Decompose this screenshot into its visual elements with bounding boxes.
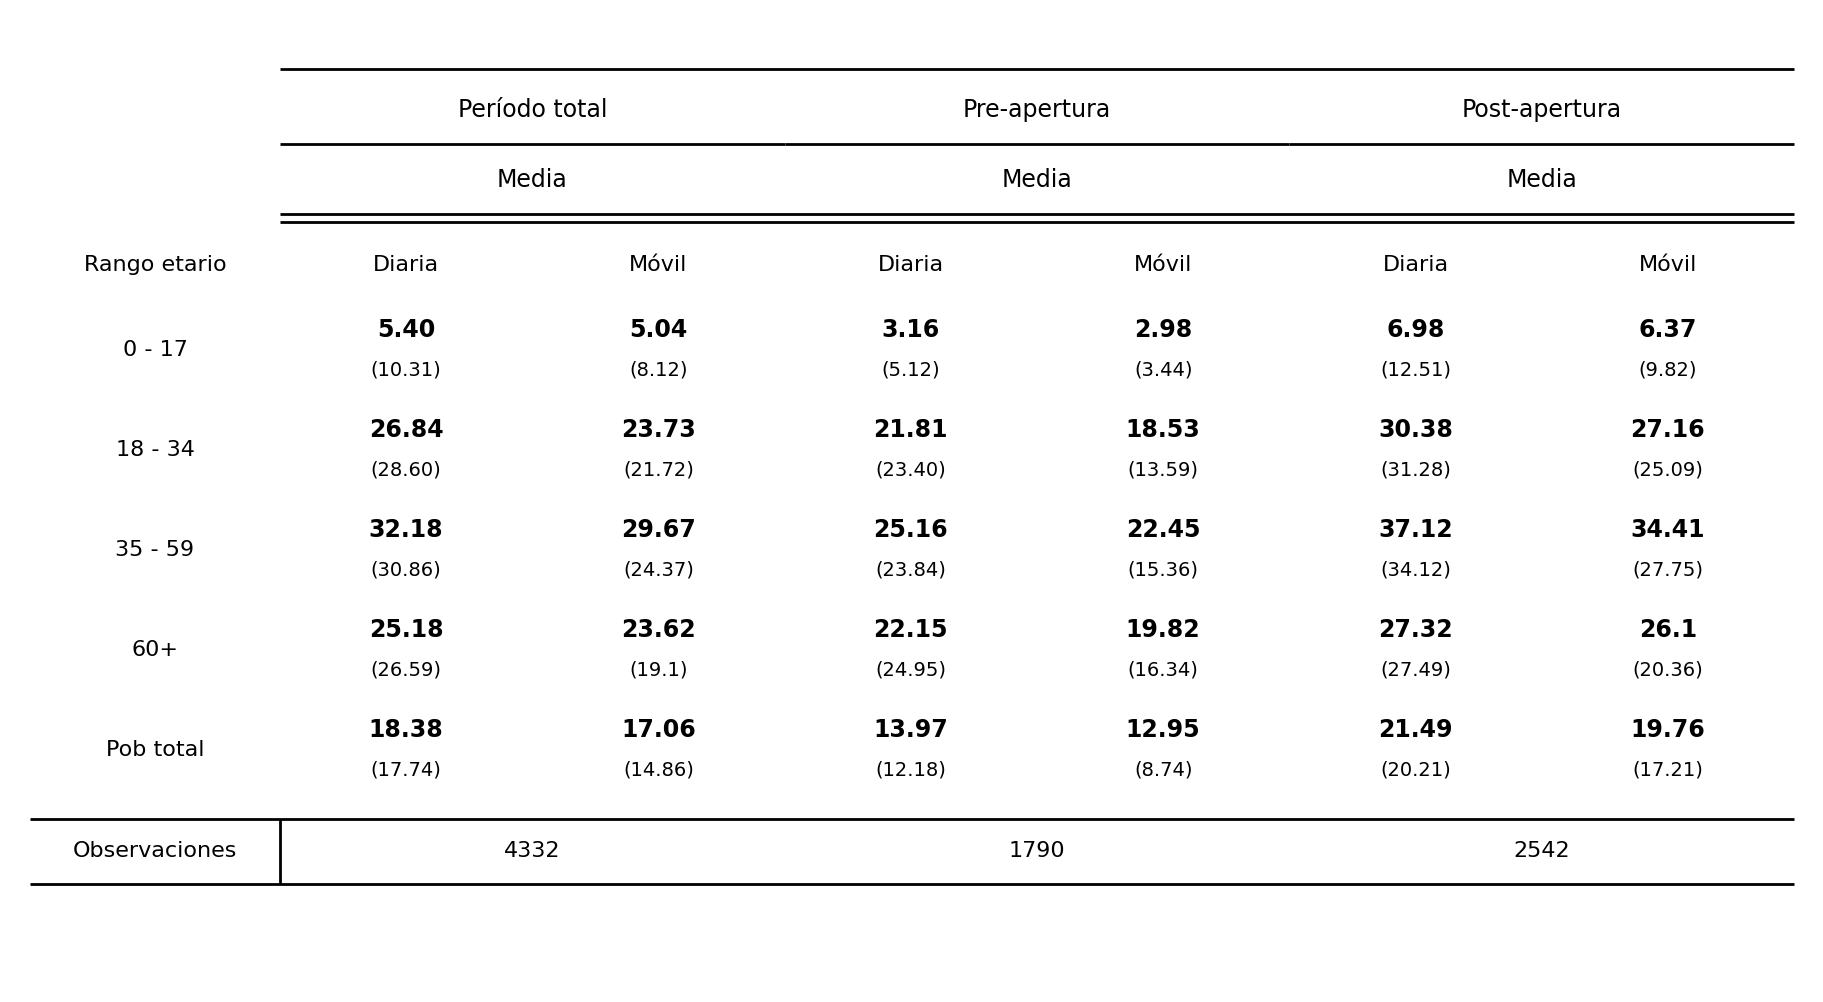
Text: 19.82: 19.82 bbox=[1125, 617, 1200, 641]
Text: Móvil: Móvil bbox=[629, 255, 687, 275]
Text: (15.36): (15.36) bbox=[1127, 560, 1198, 579]
Text: Rango etario: Rango etario bbox=[84, 255, 226, 275]
Text: (20.36): (20.36) bbox=[1632, 660, 1703, 678]
Text: Media: Media bbox=[1001, 167, 1072, 191]
Text: 19.76: 19.76 bbox=[1630, 717, 1705, 741]
Text: 22.45: 22.45 bbox=[1125, 517, 1200, 541]
Text: Período total: Período total bbox=[458, 98, 607, 122]
Text: 26.84: 26.84 bbox=[368, 418, 443, 442]
Text: 23.73: 23.73 bbox=[622, 418, 696, 442]
Text: (13.59): (13.59) bbox=[1127, 460, 1198, 479]
Text: 37.12: 37.12 bbox=[1378, 517, 1451, 541]
Text: (28.60): (28.60) bbox=[370, 460, 441, 479]
Text: 5.04: 5.04 bbox=[629, 318, 687, 342]
Text: 22.15: 22.15 bbox=[873, 617, 948, 641]
Text: Diaria: Diaria bbox=[877, 255, 942, 275]
Text: (20.21): (20.21) bbox=[1380, 760, 1449, 779]
Text: (34.12): (34.12) bbox=[1380, 560, 1449, 579]
Text: 18.53: 18.53 bbox=[1125, 418, 1200, 442]
Text: 26.1: 26.1 bbox=[1637, 617, 1695, 641]
Text: 6.98: 6.98 bbox=[1385, 318, 1444, 342]
Text: (23.84): (23.84) bbox=[875, 560, 946, 579]
Text: Post-apertura: Post-apertura bbox=[1460, 98, 1621, 122]
Text: (3.44): (3.44) bbox=[1134, 360, 1192, 379]
Text: 12.95: 12.95 bbox=[1125, 717, 1200, 741]
Text: (27.75): (27.75) bbox=[1632, 560, 1703, 579]
Text: 3.16: 3.16 bbox=[881, 318, 939, 342]
Text: 27.16: 27.16 bbox=[1630, 418, 1705, 442]
Text: (23.40): (23.40) bbox=[875, 460, 946, 479]
Text: 13.97: 13.97 bbox=[873, 717, 948, 741]
Text: 0 - 17: 0 - 17 bbox=[122, 340, 188, 360]
Text: (10.31): (10.31) bbox=[370, 360, 441, 379]
Text: (16.34): (16.34) bbox=[1127, 660, 1198, 678]
Text: (27.49): (27.49) bbox=[1380, 660, 1449, 678]
Text: 2.98: 2.98 bbox=[1134, 318, 1192, 342]
Text: 32.18: 32.18 bbox=[368, 517, 443, 541]
Text: 18 - 34: 18 - 34 bbox=[115, 440, 195, 460]
Text: (14.86): (14.86) bbox=[623, 760, 693, 779]
Text: 35 - 59: 35 - 59 bbox=[115, 539, 195, 559]
Text: Observaciones: Observaciones bbox=[73, 840, 237, 860]
Text: (12.18): (12.18) bbox=[875, 760, 946, 779]
Text: (12.51): (12.51) bbox=[1380, 360, 1451, 379]
Text: 60+: 60+ bbox=[131, 639, 179, 659]
Text: 34.41: 34.41 bbox=[1630, 517, 1705, 541]
Text: (8.12): (8.12) bbox=[629, 360, 687, 379]
Text: (17.21): (17.21) bbox=[1632, 760, 1703, 779]
Text: (19.1): (19.1) bbox=[629, 660, 687, 678]
Text: 17.06: 17.06 bbox=[622, 717, 696, 741]
Text: (21.72): (21.72) bbox=[623, 460, 693, 479]
Text: 2542: 2542 bbox=[1513, 840, 1570, 860]
Text: Móvil: Móvil bbox=[1134, 255, 1192, 275]
Text: (30.86): (30.86) bbox=[370, 560, 441, 579]
Text: (17.74): (17.74) bbox=[370, 760, 441, 779]
Text: (5.12): (5.12) bbox=[881, 360, 939, 379]
Text: 23.62: 23.62 bbox=[622, 617, 695, 641]
Text: 21.49: 21.49 bbox=[1378, 717, 1451, 741]
Text: Media: Media bbox=[1506, 167, 1577, 191]
Text: 29.67: 29.67 bbox=[622, 517, 696, 541]
Text: 30.38: 30.38 bbox=[1378, 418, 1453, 442]
Text: 27.32: 27.32 bbox=[1378, 617, 1451, 641]
Text: Media: Media bbox=[496, 167, 567, 191]
Text: 4332: 4332 bbox=[503, 840, 560, 860]
Text: Pre-apertura: Pre-apertura bbox=[963, 98, 1110, 122]
Text: (26.59): (26.59) bbox=[370, 660, 441, 678]
Text: (8.74): (8.74) bbox=[1134, 760, 1192, 779]
Text: (31.28): (31.28) bbox=[1380, 460, 1449, 479]
Text: 21.81: 21.81 bbox=[873, 418, 948, 442]
Text: (24.95): (24.95) bbox=[875, 660, 946, 678]
Text: Diaria: Diaria bbox=[374, 255, 439, 275]
Text: (9.82): (9.82) bbox=[1637, 360, 1695, 379]
Text: (25.09): (25.09) bbox=[1632, 460, 1703, 479]
Text: 5.40: 5.40 bbox=[377, 318, 436, 342]
Text: Móvil: Móvil bbox=[1637, 255, 1695, 275]
Text: 25.18: 25.18 bbox=[368, 617, 443, 641]
Text: 6.37: 6.37 bbox=[1637, 318, 1695, 342]
Text: 25.16: 25.16 bbox=[873, 517, 948, 541]
Text: 18.38: 18.38 bbox=[368, 717, 443, 741]
Text: 1790: 1790 bbox=[1008, 840, 1065, 860]
Text: (24.37): (24.37) bbox=[623, 560, 693, 579]
Text: Pob total: Pob total bbox=[106, 739, 204, 760]
Text: Diaria: Diaria bbox=[1382, 255, 1447, 275]
